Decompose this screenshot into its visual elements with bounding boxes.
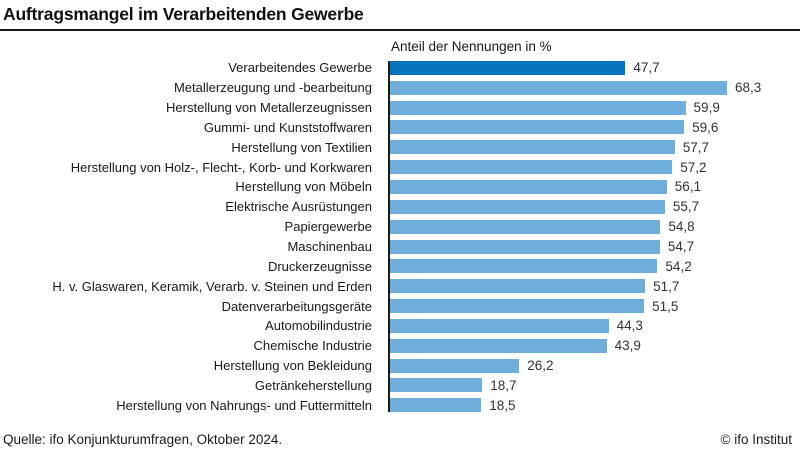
source-note: Quelle: ifo Konjunkturumfragen, Oktober …: [3, 432, 283, 447]
value-label: 18,5: [489, 397, 516, 413]
chart-title: Auftragsmangel im Verarbeitenden Gewerbe: [3, 4, 364, 24]
category-label: Automobilindustrie: [265, 318, 372, 334]
bar-area: 44,3: [382, 316, 800, 336]
bar-area: 55,7: [382, 197, 800, 217]
chart-row: Getränkeherstellung 18,7: [0, 376, 800, 396]
bar-area: 59,9: [382, 98, 800, 118]
value-label: 47,7: [633, 60, 660, 76]
bar: [390, 398, 482, 413]
category-label: Gummi- und Kunststoffwaren: [203, 119, 372, 135]
bar-area: 47,7: [382, 58, 800, 78]
value-label: 44,3: [616, 318, 643, 334]
chart-row: Herstellung von Textilien 57,7: [0, 137, 800, 157]
chart-row: Automobilindustrie 44,3: [0, 316, 800, 336]
bar-area: 56,1: [382, 177, 800, 197]
title-divider: [0, 29, 800, 31]
chart-row: Gummi- und Kunststoffwaren 59,6: [0, 118, 800, 138]
bar-area: 54,7: [382, 237, 800, 257]
bar: [390, 120, 685, 135]
bar: [390, 140, 675, 155]
chart-row: Elektrische Ausrüstungen 55,7: [0, 197, 800, 217]
category-label: Maschinenbau: [287, 239, 372, 255]
chart-row: Herstellung von Möbeln 56,1: [0, 177, 800, 197]
chart-row: Maschinenbau 54,7: [0, 237, 800, 257]
category-label: Papiergewerbe: [284, 219, 372, 235]
value-label: 26,2: [527, 358, 554, 374]
category-label: H. v. Glaswaren, Keramik, Verarb. v. Ste…: [52, 278, 372, 294]
category-label: Elektrische Ausrüstungen: [225, 199, 372, 215]
value-label: 57,7: [682, 139, 709, 155]
bar-area: 59,6: [382, 118, 800, 138]
category-label: Verarbeitendes Gewerbe: [228, 60, 372, 76]
bar-highlight: [390, 60, 626, 75]
bar: [390, 279, 646, 294]
chart-row: Datenverarbeitungsgeräte 51,5: [0, 296, 800, 316]
bar: [390, 80, 727, 95]
bar: [390, 338, 607, 353]
axis-caption: Anteil der Nennungen in %: [391, 39, 552, 54]
bar-area: 51,5: [382, 296, 800, 316]
value-label: 55,7: [672, 199, 700, 215]
category-label: Herstellung von Metallerzeugnissen: [166, 100, 372, 116]
category-label: Herstellung von Textilien: [231, 139, 372, 155]
plot-area: Verarbeitendes Gewerbe 47,7 Metallerzeugun…: [0, 58, 800, 415]
bar-area: 54,2: [382, 256, 800, 276]
value-label: 57,2: [680, 159, 707, 175]
bar: [390, 259, 658, 274]
chart-row: Metallerzeugung und -bearbeitung 68,3: [0, 78, 800, 98]
bar-area: 51,7: [382, 276, 800, 296]
category-label: Getränkeherstellung: [254, 377, 372, 393]
bar: [390, 219, 661, 234]
chart-row: Druckerzeugnisse 54,2: [0, 256, 800, 276]
value-label: 51,7: [653, 278, 680, 294]
bar-area: 54,8: [382, 217, 800, 237]
bar-area: 18,5: [382, 395, 800, 415]
value-label: 56,1: [674, 179, 702, 195]
bar: [390, 239, 660, 254]
chart-row: Herstellung von Metallerzeugnissen 59,9: [0, 98, 800, 118]
value-label: 59,9: [693, 100, 720, 116]
bar-area: 68,3: [382, 78, 800, 98]
value-label: 54,2: [665, 258, 692, 274]
chart-row: Chemische Industrie 43,9: [0, 336, 800, 356]
bar: [390, 160, 673, 175]
value-label: 43,9: [614, 338, 641, 354]
bar-area: 57,7: [382, 137, 800, 157]
bar: [390, 179, 667, 194]
bar: [390, 199, 665, 214]
chart-row: Herstellung von Bekleidung 26,2: [0, 356, 800, 376]
value-label: 51,5: [652, 298, 679, 314]
bar: [390, 318, 609, 333]
bar-area: 26,2: [382, 356, 800, 376]
category-label: Druckerzeugnisse: [267, 258, 372, 274]
bar-area: 18,7: [382, 376, 800, 396]
chart-row: Papiergewerbe 54,8: [0, 217, 800, 237]
bar-area: 57,2: [382, 157, 800, 177]
chart-row: Herstellung von Nahrungs- und Futtermitt…: [0, 395, 800, 415]
category-label: Herstellung von Bekleidung: [213, 358, 372, 374]
category-label: Herstellung von Nahrungs- und Futtermitt…: [116, 397, 372, 413]
bar: [390, 299, 645, 314]
chart-row: H. v. Glaswaren, Keramik, Verarb. v. Ste…: [0, 276, 800, 296]
value-label: 59,6: [692, 119, 719, 135]
chart-row: Herstellung von Holz-, Flecht-, Korb- un…: [0, 157, 800, 177]
value-label: 68,3: [735, 80, 762, 96]
copyright-note: © ifo Institut: [720, 432, 792, 447]
bar: [390, 378, 483, 393]
category-label: Herstellung von Holz-, Flecht-, Korb- un…: [70, 159, 372, 175]
value-label: 18,7: [490, 377, 517, 393]
footer: Quelle: ifo Konjunkturumfragen, Oktober …: [3, 432, 792, 447]
chart-row: Verarbeitendes Gewerbe 47,7: [0, 58, 800, 78]
category-label: Herstellung von Möbeln: [235, 179, 372, 195]
category-label: Datenverarbeitungsgeräte: [221, 298, 372, 314]
category-label: Chemische Industrie: [253, 338, 373, 354]
y-axis-line: [388, 61, 390, 413]
value-label: 54,7: [667, 239, 695, 255]
bar-area: 43,9: [382, 336, 800, 356]
category-label: Metallerzeugung und -bearbeitung: [173, 80, 372, 96]
bar: [390, 100, 686, 115]
value-label: 54,8: [668, 219, 695, 235]
bar: [390, 358, 520, 373]
